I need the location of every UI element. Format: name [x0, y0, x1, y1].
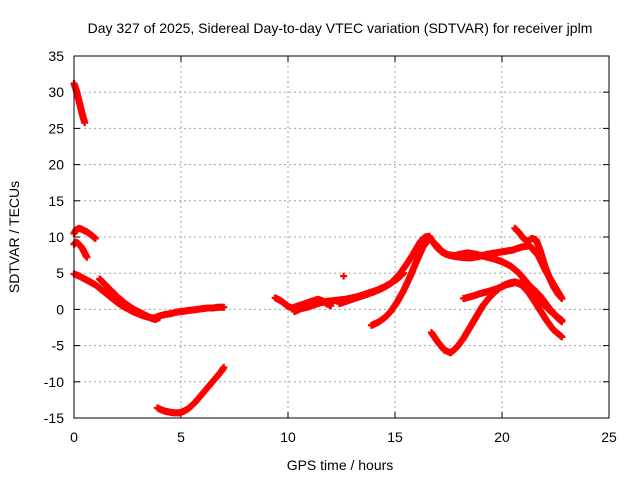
- series-seg-afternoon-b: [367, 234, 566, 329]
- data-point: [83, 253, 91, 261]
- plot-frame: [73, 55, 610, 419]
- data-point: [340, 272, 348, 280]
- data-point: [558, 295, 566, 303]
- x-tick-label: 20: [494, 429, 510, 445]
- y-tick-label: 0: [56, 301, 64, 317]
- x-tick-label: 15: [387, 429, 403, 445]
- data-point: [220, 363, 228, 371]
- chart-title: Day 327 of 2025, Sidereal Day-to-day VTE…: [88, 20, 593, 36]
- series-seg-low: [153, 363, 228, 417]
- data-point: [220, 303, 228, 311]
- data-points: [70, 80, 566, 417]
- y-tick-label: 10: [48, 229, 64, 245]
- series-seg-early-high: [70, 80, 89, 127]
- x-tick-label: 0: [70, 429, 78, 445]
- x-tick-label: 25: [601, 429, 617, 445]
- x-tick-label: 5: [177, 429, 185, 445]
- x-axis-title: GPS time / hours: [287, 457, 394, 473]
- data-point: [81, 119, 89, 127]
- data-point: [558, 318, 566, 326]
- series-seg-morning-b: [96, 275, 164, 324]
- series-outlier: [340, 272, 348, 280]
- y-tick-label: 15: [48, 193, 64, 209]
- data-point: [558, 333, 566, 341]
- data-point: [91, 234, 99, 242]
- y-tick-label: 30: [48, 84, 64, 100]
- x-tick-label: 10: [280, 429, 296, 445]
- y-tick-label: -5: [52, 338, 65, 354]
- y-tick-label: -15: [44, 410, 64, 426]
- series-seg-afternoon-d: [459, 279, 566, 326]
- y-tick-label: -10: [44, 374, 64, 390]
- series-seg-early-10: [70, 224, 99, 242]
- series-seg-early-9: [70, 238, 91, 261]
- y-tick-label: 5: [56, 265, 64, 281]
- y-tick-label: 25: [48, 120, 64, 136]
- y-tick-label: 35: [48, 48, 64, 64]
- series-seg-late-high: [511, 224, 566, 303]
- y-tick-label: 20: [48, 157, 64, 173]
- data-point: [156, 313, 164, 321]
- y-axis-title: SDTVAR / TECUs: [6, 181, 22, 293]
